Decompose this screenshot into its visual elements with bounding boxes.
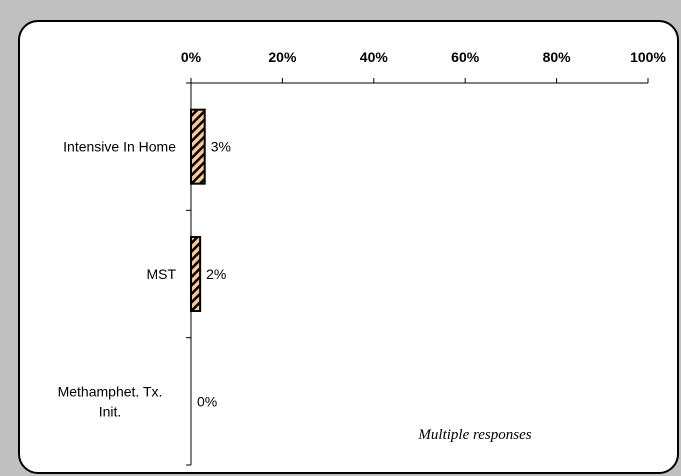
bar — [190, 108, 206, 185]
category-label: Intensive In Home — [63, 139, 176, 155]
category-label: Methamphet. Tx. Init. — [58, 383, 163, 419]
data-label: 0% — [197, 393, 217, 409]
bar — [190, 236, 202, 312]
annotation-note: Multiple responses — [417, 427, 531, 443]
bars — [190, 108, 206, 312]
axes — [186, 78, 649, 466]
data-label: 3% — [211, 139, 231, 155]
x-tick-label: 0% — [181, 49, 202, 65]
data-label: 2% — [206, 266, 226, 282]
labels: 0% 20% 40% 60% 80% 100% Intensive In Home 3% MST… — [58, 49, 667, 419]
category-label: MST — [146, 266, 176, 282]
x-tick-label: 40% — [360, 49, 389, 65]
x-tick-label: 60% — [451, 49, 480, 65]
x-tick-label: 20% — [268, 49, 297, 65]
chart-panel — [18, 20, 679, 474]
x-tick-label: 100% — [630, 49, 666, 65]
x-tick-label: 80% — [543, 49, 572, 65]
